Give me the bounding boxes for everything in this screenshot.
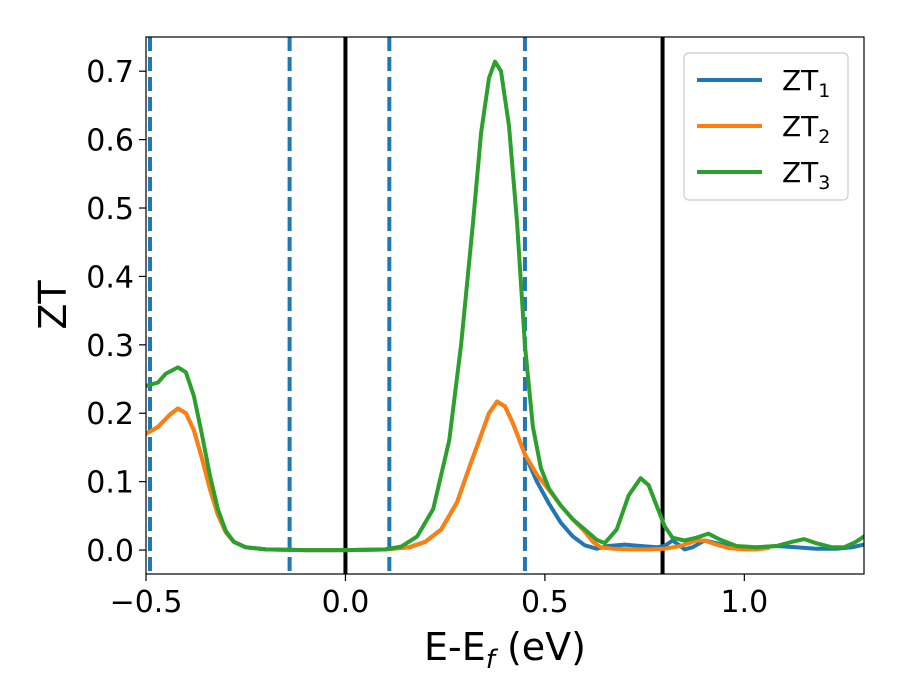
y-tick-label: 0.4 (86, 260, 134, 295)
y-tick-label: 0.3 (86, 329, 134, 364)
x-axis-label-unit: (eV) (495, 625, 586, 669)
y-tick-label: 0.0 (86, 534, 134, 569)
x-axis-ticks: −0.5 0.0 0.5 1.0 (110, 574, 768, 620)
plot-area (146, 37, 864, 574)
y-tick-label: 0.6 (86, 124, 134, 159)
y-tick-label: 0.1 (86, 466, 134, 501)
y-tick-label: 0.7 (86, 55, 134, 90)
legend-box (683, 52, 849, 201)
x-tick-label: 0.0 (322, 585, 370, 620)
y-axis-ticks: 0.0 0.1 0.2 0.3 0.4 0.5 0.6 0.7 (86, 55, 146, 569)
x-axis-label: E-Ef (eV) (424, 625, 586, 675)
legend-label-zt1: ZT1 (782, 64, 830, 102)
series-line-zt2 (146, 399, 771, 553)
x-tick-label: −0.5 (110, 585, 183, 620)
y-tick-label: 0.5 (86, 192, 134, 227)
series-line-zt3 (146, 59, 864, 553)
x-tick-label: 1.0 (720, 585, 768, 620)
axes-frame (145, 36, 865, 575)
legend-label-zt2: ZT2 (782, 110, 830, 148)
legend: ZT1 ZT2 ZT3 (683, 52, 849, 201)
axes-border (145, 36, 865, 575)
x-tick-label: 0.5 (521, 585, 569, 620)
series-line-zt1 (146, 399, 864, 553)
y-axis-label: ZT (31, 280, 75, 330)
legend-label-zt3: ZT3 (782, 156, 830, 194)
y-tick-label: 0.2 (86, 397, 134, 432)
